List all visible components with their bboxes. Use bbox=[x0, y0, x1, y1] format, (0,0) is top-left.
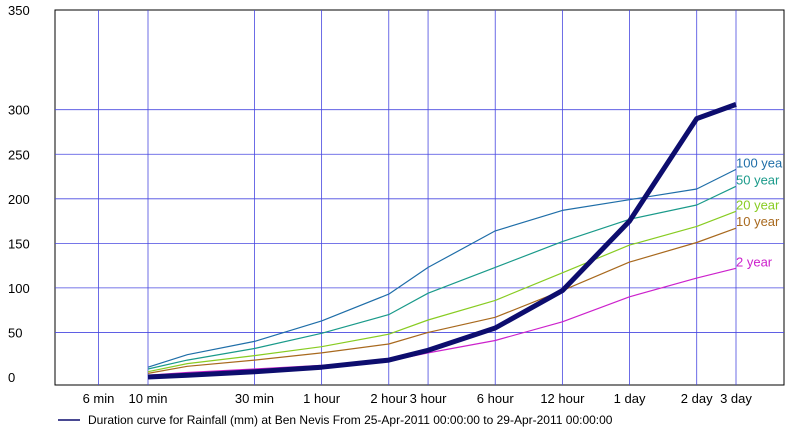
plot-area bbox=[54, 9, 785, 386]
grid bbox=[55, 10, 784, 385]
y-tick-label: 100 bbox=[8, 281, 30, 296]
y-tick-label: 0 bbox=[8, 370, 15, 385]
curve-label: 2 year bbox=[736, 254, 773, 269]
series-line bbox=[147, 210, 737, 373]
y-tick-label: 250 bbox=[8, 147, 30, 162]
x-tick-label: 10 min bbox=[128, 391, 167, 406]
series-line bbox=[147, 227, 737, 374]
x-tick-label: 1 hour bbox=[303, 391, 341, 406]
curve-label: 50 year bbox=[736, 172, 780, 187]
x-tick-label: 6 min bbox=[83, 391, 115, 406]
x-tick-label: 30 min bbox=[235, 391, 274, 406]
series-line bbox=[147, 267, 737, 376]
y-tick-label: 200 bbox=[8, 192, 30, 207]
y-tick-label: 300 bbox=[8, 103, 30, 118]
curve-label: 20 year bbox=[736, 197, 780, 212]
x-tick-label: 2 day bbox=[681, 391, 713, 406]
legend-label: Duration curve for Rainfall (mm) at Ben … bbox=[88, 413, 613, 427]
y-axis-ticks: 0 50 100 150 200 250 300 350 bbox=[8, 3, 30, 385]
series-line bbox=[147, 185, 737, 370]
y-tick-label: 150 bbox=[8, 236, 30, 251]
x-tick-label: 2 hour bbox=[370, 391, 408, 406]
curve-label: 10 year bbox=[736, 214, 780, 229]
x-tick-label: 12 hour bbox=[540, 391, 585, 406]
legend: Duration curve for Rainfall (mm) at Ben … bbox=[58, 413, 613, 427]
curve-labels: 100 yea 50 year 20 year 10 year 2 year bbox=[736, 155, 783, 269]
curve-label: 100 yea bbox=[736, 155, 783, 170]
y-tick-label: 350 bbox=[8, 3, 30, 18]
x-tick-label: 6 hour bbox=[477, 391, 515, 406]
x-tick-label: 3 day bbox=[720, 391, 752, 406]
series-line bbox=[147, 168, 737, 368]
x-tick-label: 1 day bbox=[614, 391, 646, 406]
series-line-observed bbox=[147, 102, 737, 380]
x-tick-label: 3 hour bbox=[410, 391, 448, 406]
series-lines bbox=[147, 102, 737, 380]
y-tick-label: 50 bbox=[8, 325, 22, 340]
x-axis-ticks: 6 min 10 min 30 min 1 hour 2 hour 3 hour 6 hou… bbox=[83, 391, 753, 406]
